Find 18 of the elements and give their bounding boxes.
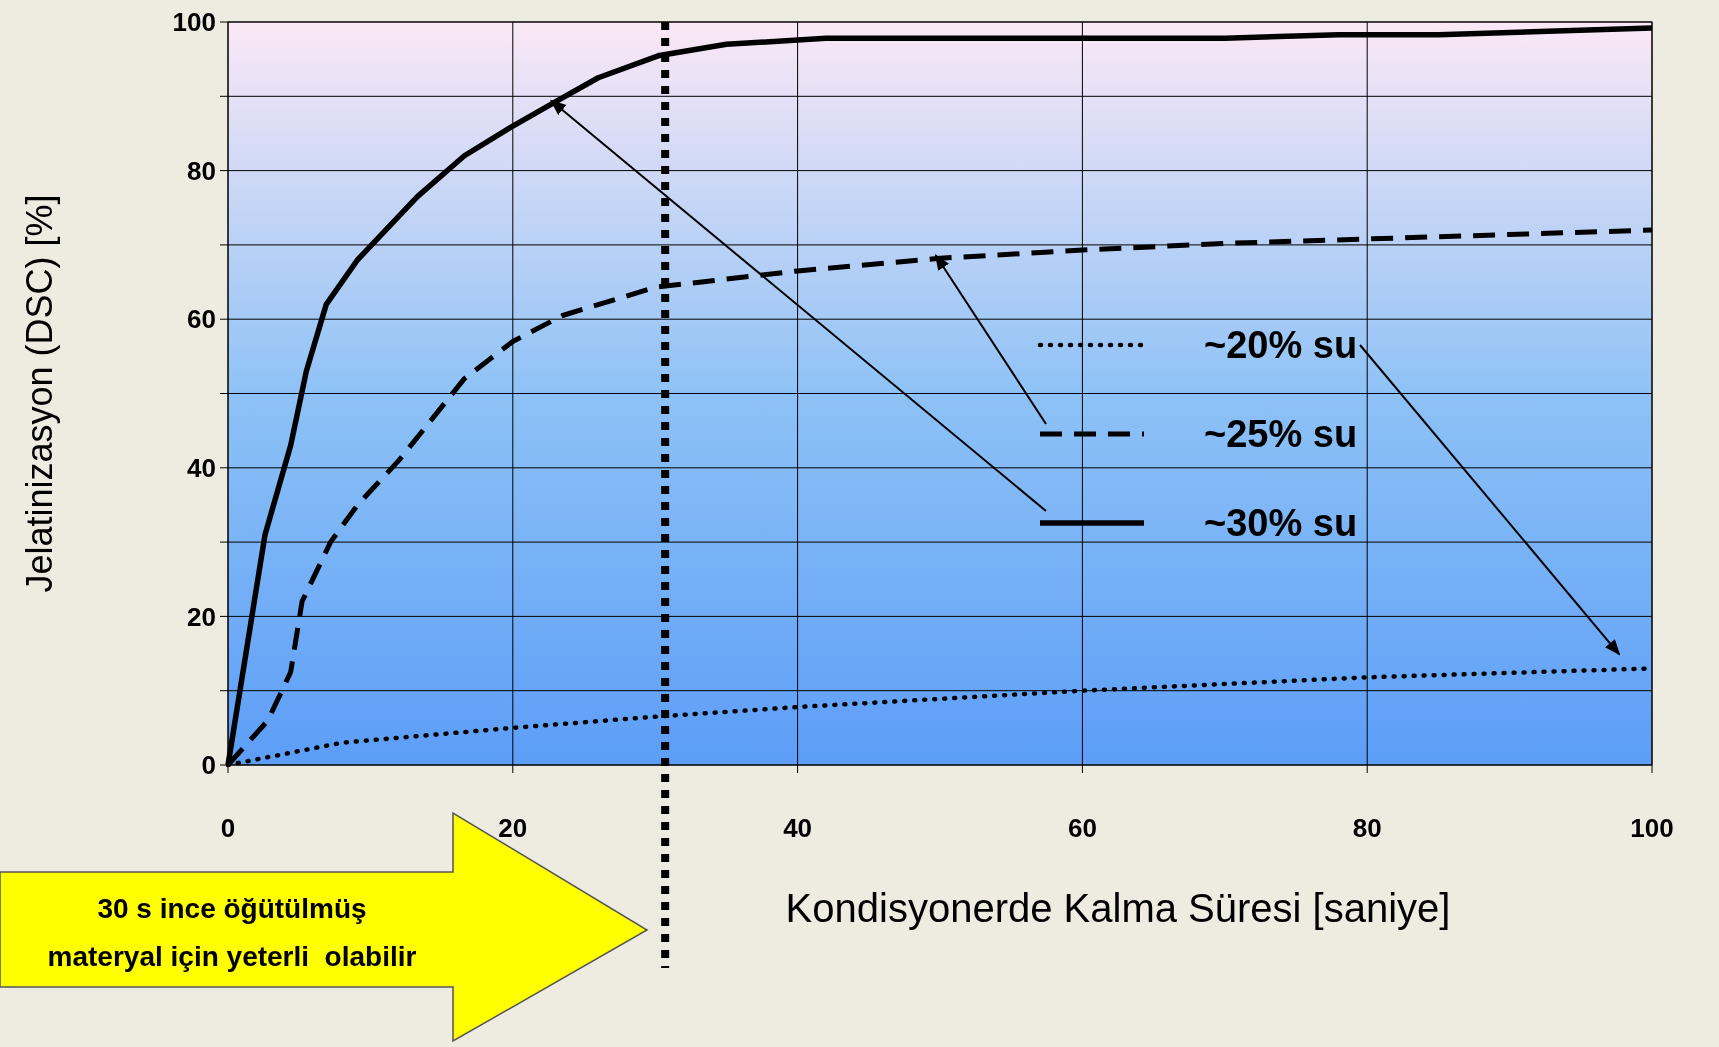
y-tick-label: 100 bbox=[172, 7, 216, 38]
x-tick-label: 20 bbox=[498, 813, 528, 843]
y-tick-label: 80 bbox=[187, 155, 216, 186]
y-axis-title: Jelatinizasyon (DSC) [%] bbox=[19, 194, 60, 593]
x-tick-label: 100 bbox=[1630, 813, 1674, 843]
legend-label: ~30% su bbox=[1204, 502, 1358, 545]
x-axis-title: Kondisyonerde Kalma Süresi [saniye] bbox=[785, 886, 1451, 930]
legend-label: ~25% su bbox=[1204, 413, 1358, 456]
y-tick-label: 60 bbox=[187, 304, 216, 335]
x-tick-label: 80 bbox=[1352, 813, 1382, 843]
x-tick-label: 60 bbox=[1067, 813, 1097, 843]
y-tick-label: 40 bbox=[187, 452, 216, 483]
x-tick-label: 0 bbox=[220, 813, 236, 843]
y-tick-label: 20 bbox=[187, 601, 216, 632]
text: 30 s ince öğütülmüş materyal için yeterli olabilir bbox=[47, 893, 417, 972]
legend-label: ~20% su bbox=[1204, 324, 1358, 367]
y-tick-label: 0 bbox=[201, 750, 216, 781]
x-tick-label: 40 bbox=[783, 813, 813, 843]
